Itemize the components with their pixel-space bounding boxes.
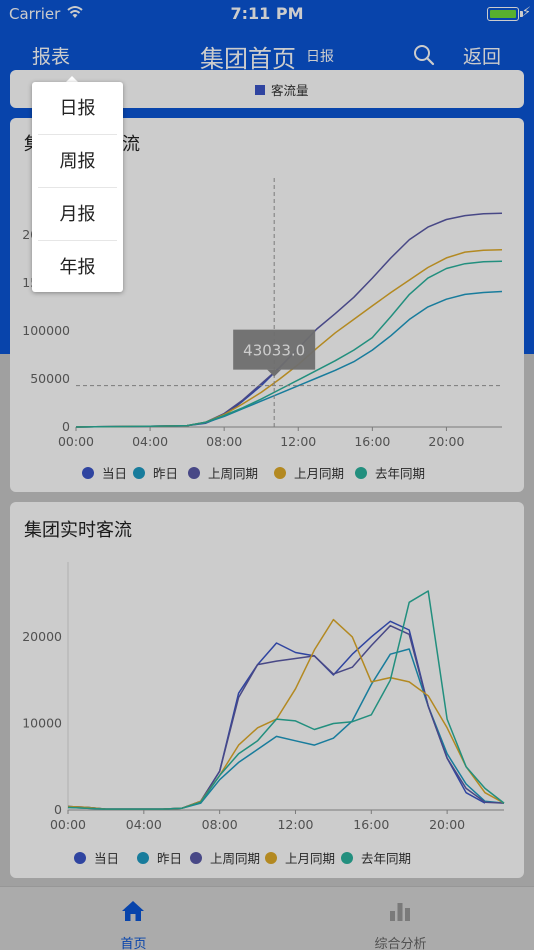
- x-tick-label: 20:00: [428, 434, 464, 449]
- tab-analysis-label: 综合分析: [374, 937, 427, 950]
- carrier-label: Carrier: [9, 5, 61, 23]
- x-tick-label: 16:00: [353, 817, 389, 832]
- x-tick-label: 00:00: [58, 434, 94, 449]
- status-time: 7:11 PM: [230, 4, 304, 23]
- x-tick-label: 04:00: [126, 817, 162, 832]
- series-line-4: [67, 590, 505, 810]
- y-tick-label: 0: [54, 802, 62, 817]
- legend-item-4[interactable]: 去年同期: [341, 848, 411, 867]
- legend-label: 上月同期: [294, 466, 345, 481]
- tooltip-value: 43033.0: [243, 342, 305, 360]
- x-tick-label: 12:00: [277, 817, 313, 832]
- battery-tip: [520, 11, 523, 17]
- home-icon: [122, 901, 144, 921]
- legend-dot-icon: [341, 851, 353, 864]
- report-menu-button[interactable]: 报表: [32, 46, 71, 68]
- x-tick-label: 08:00: [206, 434, 242, 449]
- charging-icon: ⚡: [521, 5, 531, 20]
- legend-item-0[interactable]: 当日: [82, 463, 127, 482]
- cumulative-chart[interactable]: 05000010000015000020000000:0004:0008:001…: [10, 118, 524, 492]
- legend-item-4[interactable]: 去年同期: [355, 463, 425, 482]
- y-tick-label: 10000: [22, 715, 62, 730]
- legend-label: 当日: [102, 466, 128, 481]
- legend-label: 上周同期: [210, 851, 261, 866]
- x-tick-label: 16:00: [354, 434, 390, 449]
- tab-bar: 首页 综合分析: [0, 886, 534, 950]
- x-tick-label: 20:00: [429, 817, 465, 832]
- page-title: 集团首页: [200, 45, 296, 73]
- y-tick-label: 100000: [22, 323, 70, 338]
- tooltip-pointer: [267, 369, 282, 377]
- chart1-title-tail: 流: [122, 134, 140, 155]
- menu-item-daily[interactable]: 日报: [38, 82, 117, 135]
- legend-dot-icon: [188, 466, 200, 479]
- legend-square-icon: [255, 84, 265, 95]
- top-card-legend: 客流量: [255, 80, 309, 99]
- nav-bar: 报表 集团首页 日报 返回: [0, 28, 534, 82]
- page-subtitle: 日报: [306, 49, 334, 65]
- x-tick-label: 12:00: [280, 434, 316, 449]
- legend-label: 当日: [94, 851, 120, 866]
- legend-label: 上周同期: [208, 466, 259, 481]
- x-tick-label: 04:00: [132, 434, 168, 449]
- top-card-legend-label: 客流量: [271, 83, 309, 98]
- legend-label: 上月同期: [285, 851, 336, 866]
- legend-item-3[interactable]: 上月同期: [274, 463, 344, 482]
- series-line-4: [75, 260, 503, 428]
- legend-dot-icon: [274, 466, 286, 479]
- legend-dot-icon: [74, 851, 86, 864]
- x-tick-label: 08:00: [202, 817, 238, 832]
- x-tick-label: 00:00: [50, 817, 86, 832]
- y-tick-label: 0: [62, 419, 70, 434]
- legend-item-1[interactable]: 昨日: [133, 463, 178, 482]
- dropdown-arrow: [65, 76, 79, 83]
- tooltip-box: [233, 329, 316, 370]
- tab-analysis[interactable]: 综合分析: [267, 887, 534, 950]
- legend-label: 去年同期: [375, 466, 426, 481]
- tab-home-label: 首页: [120, 937, 147, 950]
- legend-label: 昨日: [153, 466, 179, 481]
- legend-label: 昨日: [157, 851, 183, 866]
- menu-item-yearly[interactable]: 年报: [59, 257, 96, 278]
- realtime-chart[interactable]: 0 10000 20000 00:00 04:00 08:00 12:00 16:00 20:0…: [10, 502, 524, 878]
- search-icon[interactable]: [413, 44, 435, 66]
- y-tick-label: 50000: [30, 371, 70, 386]
- back-button[interactable]: 返回: [463, 46, 502, 68]
- bar-chart-icon: [390, 903, 410, 921]
- legend-item-2[interactable]: 上周同期: [188, 463, 258, 482]
- legend-dot-icon: [265, 851, 277, 864]
- chart2-title: 集团实时客流: [24, 520, 132, 541]
- battery-icon: [487, 7, 519, 21]
- status-bar: Carrier 7:11 PM ⚡: [0, 0, 534, 28]
- menu-item-weekly[interactable]: 周报: [38, 135, 117, 188]
- legend-dot-icon: [137, 851, 149, 864]
- realtime-chart-card: 集团实时客流 0 10000 20000 00:00 04:00 08:00 12:00 16…: [10, 502, 524, 878]
- legend-item-0[interactable]: 当日: [74, 848, 119, 867]
- legend-item-2[interactable]: 上周同期: [190, 848, 260, 867]
- y-tick-label: 20000: [22, 629, 62, 644]
- legend-dot-icon: [82, 466, 94, 479]
- legend-dot-icon: [133, 466, 145, 479]
- wifi-icon: [67, 6, 83, 18]
- menu-item-monthly[interactable]: 月报: [38, 188, 117, 241]
- tab-home[interactable]: 首页: [0, 887, 267, 950]
- legend-item-3[interactable]: 上月同期: [265, 848, 335, 867]
- report-dropdown: 日报 周报 月报 年报: [32, 82, 123, 292]
- legend-item-1[interactable]: 昨日: [137, 848, 182, 867]
- legend-dot-icon: [190, 851, 202, 864]
- legend-dot-icon: [355, 466, 367, 479]
- legend-label: 去年同期: [361, 851, 412, 866]
